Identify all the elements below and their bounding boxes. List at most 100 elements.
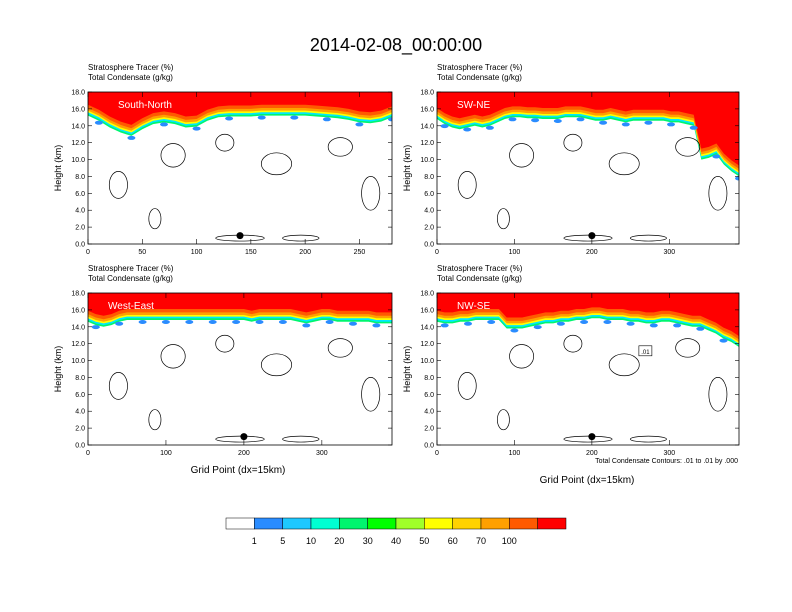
colorbar-swatch	[225, 517, 255, 530]
tracer-fringe	[719, 338, 728, 343]
tracer-streak	[702, 293, 706, 305]
condensate-contour	[215, 133, 235, 152]
condensate-contour	[361, 377, 381, 412]
condensate-contour	[282, 234, 320, 242]
y-tick-label: 18.0	[420, 90, 434, 97]
tracer-fringe	[372, 323, 381, 328]
tracer-fringe	[278, 320, 287, 324]
location-marker	[240, 433, 248, 441]
colorbar-swatch	[339, 517, 368, 530]
tracer-fringe	[464, 321, 472, 326]
condensate-contour	[563, 234, 613, 242]
tracer-fringe	[325, 320, 334, 324]
condensate-contour	[215, 334, 235, 353]
y-tick-label: 2.0	[75, 225, 85, 232]
tracer-fringe	[463, 127, 472, 132]
colorbar-swatch	[310, 517, 340, 530]
location-marker	[236, 232, 244, 240]
condensate-contour	[608, 152, 640, 176]
condensate-contour	[327, 137, 353, 157]
tracer-fringe	[603, 320, 612, 324]
x-tick-label: 150	[245, 249, 257, 256]
tracer-fringe	[322, 117, 331, 122]
colorbar-swatch	[452, 517, 482, 530]
tracer-band-4	[437, 92, 739, 169]
x-tick-label: 200	[586, 249, 598, 256]
y-tick-label: 0.0	[75, 443, 85, 450]
plot-area	[88, 92, 392, 244]
tracer-fringe	[388, 117, 392, 122]
tracer-fringe	[621, 122, 630, 127]
subtitle-tracer: Stratosphere Tracer (%)	[88, 264, 174, 273]
panel-1: SW-NE Stratosphere Tracer (%)Total Conden…	[402, 63, 740, 256]
tracer-streak	[246, 92, 250, 104]
plot-frame	[87, 292, 393, 446]
colorbar-label: 5	[280, 536, 285, 546]
condensate-contour	[629, 435, 667, 443]
tracer-streak	[651, 293, 655, 305]
tracer-streak	[133, 293, 137, 305]
tracer-streak	[651, 92, 655, 104]
y-tick-label: 8.0	[424, 375, 434, 382]
colorbar-label: 20	[334, 536, 344, 546]
condensate-contour	[160, 143, 186, 168]
x-tick-label: 300	[663, 249, 675, 256]
condensate-contour	[108, 171, 128, 199]
condensate-contour	[509, 143, 535, 168]
tracer-band-5	[437, 92, 739, 166]
tracer-fringe	[696, 326, 705, 331]
y-tick-label: 12.0	[420, 140, 434, 147]
x-tick-label: 50	[138, 249, 146, 256]
tracer-fringe	[208, 320, 217, 324]
x-tick-label: 250	[354, 249, 366, 256]
colorbar-label: 50	[419, 536, 429, 546]
x-tick-label: 100	[160, 450, 172, 457]
y-tick-label: 14.0	[71, 324, 85, 331]
colorbar: 1 5 10 20 30 40 50 60 70 100	[225, 517, 567, 546]
y-tick-label: 18.0	[420, 291, 434, 298]
y-tick-label: 6.0	[75, 392, 85, 399]
tracer-fringe	[667, 122, 675, 127]
tracer-fringe	[533, 325, 542, 330]
panel-3: NW-SE .01 Stratosphere Tracer (%)Total Con…	[402, 264, 740, 457]
plot-area	[88, 293, 392, 445]
condensate-contour	[260, 353, 293, 377]
tracer-fringe	[599, 120, 608, 125]
condensate-contour	[497, 208, 510, 230]
colorbar-label: 70	[476, 536, 486, 546]
y-tick-label: 12.0	[420, 341, 434, 348]
y-tick-label: 10.0	[420, 358, 434, 365]
condensate-contour	[215, 435, 265, 443]
tracer-fringe	[485, 125, 494, 130]
tracer-streak	[246, 293, 250, 305]
tracer-streak	[482, 92, 486, 104]
tracer-fringe	[440, 323, 449, 328]
y-tick-label: 6.0	[424, 392, 434, 399]
plot-frame	[436, 292, 740, 446]
condensate-contour	[675, 338, 701, 358]
condensate-contour	[148, 208, 162, 230]
tracer-fringe	[91, 325, 100, 330]
tracer-fringe	[508, 117, 517, 122]
tracer-streak	[618, 293, 622, 305]
figure-title: 2014-02-08_00:00:00	[310, 35, 482, 56]
condensate-contour	[361, 176, 381, 211]
colorbar-swatch	[537, 517, 567, 530]
subtitle-tracer: Stratosphere Tracer (%)	[437, 264, 523, 273]
y-tick-label: 10.0	[71, 157, 85, 164]
tracer-fringe	[255, 320, 264, 324]
condensate-contour	[282, 435, 320, 443]
tracer-band-5	[88, 293, 392, 316]
tracer-fringe	[127, 135, 136, 140]
tracer-streak	[179, 92, 183, 104]
section-label: NW-SE	[457, 301, 490, 312]
contour-note: Total Condensate Contours: .01 to .01 by…	[595, 458, 738, 465]
tracer-fringe	[735, 176, 739, 181]
y-tick-label: 16.0	[71, 307, 85, 314]
colorbar-swatch	[367, 517, 397, 530]
colorbar-label: 1	[252, 536, 257, 546]
tracer-fringe	[644, 120, 653, 125]
tracer-fringe	[531, 118, 540, 123]
subtitle-condensate: Total Condensate (g/kg)	[88, 274, 173, 283]
colorbar-swatch	[424, 517, 453, 530]
